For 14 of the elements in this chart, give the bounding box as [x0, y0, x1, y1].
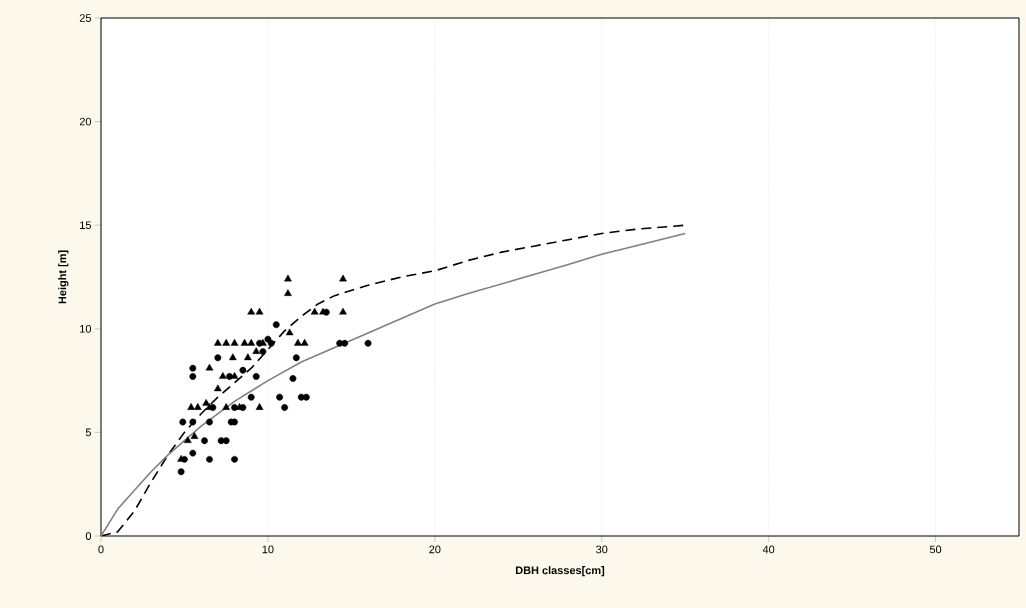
x-tick-label: 20 — [429, 545, 441, 554]
y-tick-label: 5 — [85, 428, 92, 437]
y-tick-label: 0 — [85, 532, 92, 540]
y-tick-label: 25 — [79, 14, 92, 22]
y-axis-title: Height [m] — [58, 250, 69, 304]
x-tick-label: 10 — [262, 545, 274, 554]
x-tick-label: 50 — [929, 545, 942, 554]
x-tick-label: 0 — [98, 545, 104, 554]
x-tick-label: 40 — [762, 545, 775, 554]
x-axis-title: DBH classes[cm] — [515, 566, 605, 577]
y-tick-label: 20 — [79, 117, 92, 126]
y-tick-label: 10 — [80, 324, 92, 333]
y-tick-label: 15 — [80, 221, 92, 230]
x-tick-label: 30 — [596, 545, 608, 554]
